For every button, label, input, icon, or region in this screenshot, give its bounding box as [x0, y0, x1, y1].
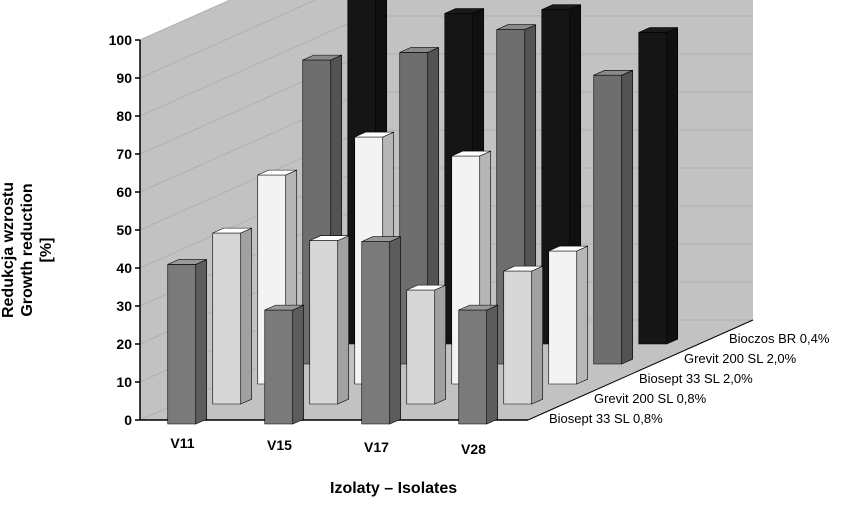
- svg-text:80: 80: [116, 108, 132, 124]
- z-tick-label: Grevit 200 SL 2,0%: [684, 351, 797, 366]
- bar3d-chart: 0 10 20 30 40 50 60 70 80 90 100 V11 V15 V17 V28 Biosep…: [0, 0, 844, 523]
- svg-text:20: 20: [116, 336, 132, 352]
- x-tick-label: V15: [267, 437, 292, 453]
- svg-text:10: 10: [116, 374, 132, 390]
- bar: [639, 32, 667, 344]
- svg-text:0: 0: [124, 412, 132, 428]
- bar: [310, 241, 338, 404]
- svg-text:100: 100: [109, 32, 133, 48]
- bar: [504, 271, 532, 404]
- bar: [168, 264, 196, 424]
- bar: [362, 242, 390, 424]
- svg-text:50: 50: [116, 222, 132, 238]
- bar: [459, 310, 487, 424]
- z-tick-label: Bioczos BR 0,4%: [729, 331, 830, 346]
- svg-text:30: 30: [116, 298, 132, 314]
- svg-text:70: 70: [116, 146, 132, 162]
- svg-text:90: 90: [116, 70, 132, 86]
- z-tick-label: Biosept 33 SL 0,8%: [549, 411, 663, 426]
- bar: [265, 310, 293, 424]
- svg-text:60: 60: [116, 184, 132, 200]
- bar: [213, 233, 241, 404]
- z-tick-label: Biosept 33 SL 2,0%: [639, 371, 753, 386]
- z-tick-label: Grevit 200 SL 0,8%: [594, 391, 707, 406]
- x-tick-label: V28: [461, 441, 486, 457]
- y-axis-label: Redukcja wzrostu Growth reduction [%]: [0, 182, 57, 318]
- svg-text:40: 40: [116, 260, 132, 276]
- x-tick-label: V17: [364, 439, 389, 455]
- x-axis-label: Izolaty – Isolates: [330, 480, 457, 498]
- bar: [549, 251, 577, 384]
- bar: [407, 290, 435, 404]
- bar: [594, 75, 622, 364]
- x-tick-label: V11: [170, 435, 194, 451]
